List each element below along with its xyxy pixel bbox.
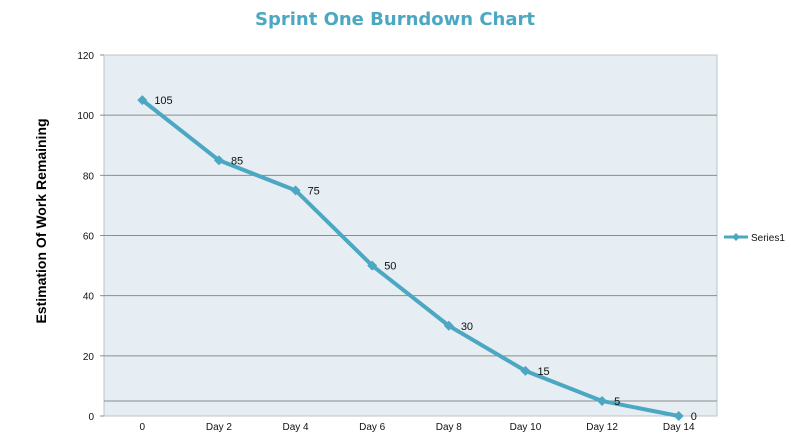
legend-marker (732, 233, 740, 241)
data-point-marker (290, 185, 301, 196)
data-point-marker (520, 365, 531, 376)
data-label: 15 (537, 366, 549, 378)
data-label: 5 (614, 396, 620, 408)
x-tick-label: Day 12 (586, 422, 618, 433)
y-tick-label: 20 (83, 352, 95, 363)
y-tick-label: 120 (77, 51, 94, 62)
y-axis-title: Estimation Of Work Remaining (33, 118, 49, 323)
y-tick-label: 0 (88, 412, 94, 423)
x-tick-label: Day 10 (510, 422, 542, 433)
y-tick-label: 80 (83, 171, 95, 182)
series-line (140, 98, 681, 418)
data-point-marker (443, 320, 454, 331)
x-axis-ticks: 0 Day 2 Day 4 Day 6 Day 8 Day 10 Day 12 Day 14 (140, 422, 695, 433)
data-label: 0 (691, 411, 697, 423)
data-point-marker (137, 95, 148, 106)
chart-title: Sprint One Burndown Chart (255, 9, 535, 30)
data-point-marker (367, 260, 378, 271)
data-point-marker (673, 411, 684, 421)
legend: Series1 (724, 233, 785, 244)
x-tick-label: Day 8 (436, 422, 463, 433)
y-axis-ticks: 0 20 40 60 80 100 120 (77, 51, 104, 423)
data-label: 50 (384, 261, 396, 273)
x-tick-label: Day 4 (283, 422, 310, 433)
x-tick-label: Day 14 (663, 422, 695, 433)
data-label: 75 (308, 185, 320, 197)
y-tick-label: 100 (77, 111, 94, 122)
data-label: 85 (231, 155, 243, 167)
x-tick-label: Day 6 (359, 422, 386, 433)
x-tick-label: Day 2 (206, 422, 233, 433)
data-point-marker (213, 155, 224, 166)
x-tick-label: 0 (140, 422, 146, 433)
data-label: 105 (154, 95, 172, 107)
legend-label: Series1 (751, 233, 785, 244)
data-point-marker (597, 395, 608, 406)
y-tick-label: 40 (83, 292, 95, 303)
gridlines (104, 114, 717, 402)
y-tick-label: 60 (83, 232, 95, 243)
data-label: 30 (461, 321, 473, 333)
